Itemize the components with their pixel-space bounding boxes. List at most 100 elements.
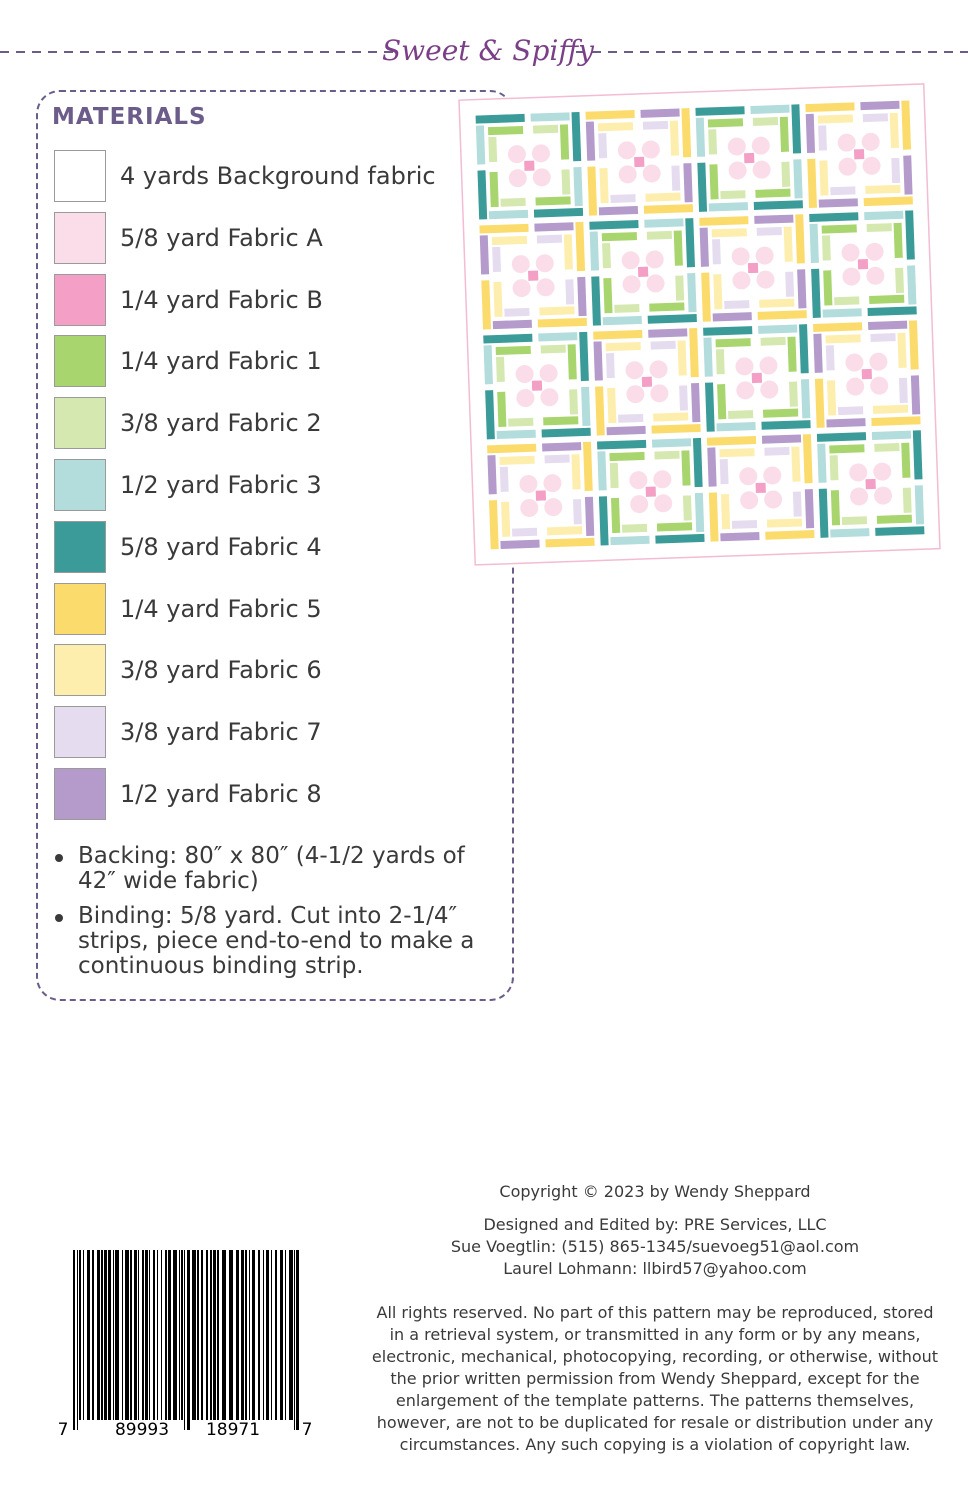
quilt-strip <box>597 439 647 450</box>
quilt-strip <box>837 406 864 416</box>
quilt-strip <box>642 120 669 130</box>
quilt-unit <box>585 110 636 161</box>
quilt-strip <box>602 242 611 269</box>
quilt-strip <box>705 382 715 432</box>
quilt-unit <box>481 279 532 330</box>
quilt-strip <box>805 113 816 154</box>
quilt-flower <box>842 267 861 286</box>
quilt-strip <box>565 279 575 305</box>
barcode-bar <box>161 1250 162 1420</box>
material-label: 1/2 yard Fabric 3 <box>120 471 322 499</box>
quilt-strip <box>648 328 688 338</box>
quilt <box>458 83 941 566</box>
quilt-strip <box>577 276 587 317</box>
quilt-flower <box>520 498 539 517</box>
quilt-strip <box>647 314 697 324</box>
quilt-strip <box>651 438 692 448</box>
quilt-flower <box>536 278 555 297</box>
quilt-flower <box>511 255 530 274</box>
quilt-flower <box>540 388 559 407</box>
quilt-strip <box>711 228 747 238</box>
quilt-strip <box>644 218 684 228</box>
quilt-strip <box>492 319 532 330</box>
barcode-bar <box>294 1250 295 1430</box>
quilt-strip <box>610 497 621 534</box>
quilt-strip <box>483 333 533 344</box>
quilt-strip <box>559 124 570 160</box>
quilt-strip <box>701 272 711 322</box>
quilt-strip <box>656 522 693 532</box>
quilt-flower <box>764 490 783 509</box>
quilt-strip <box>646 230 672 240</box>
quilt-strip <box>891 157 901 184</box>
quilt-strip <box>567 344 577 380</box>
material-label: 3/8 yard Fabric 2 <box>120 409 322 438</box>
material-label: 1/4 yard Fabric 1 <box>120 347 322 376</box>
quilt-strip <box>609 462 619 489</box>
quilt-strip <box>610 194 636 203</box>
quilt-strip <box>601 232 637 242</box>
quilt-strip <box>699 216 749 226</box>
quilt-unit <box>534 221 586 273</box>
quilt-strip <box>792 491 802 517</box>
quilt-flower <box>630 495 649 514</box>
quilt-flower <box>654 494 673 513</box>
quilt-unit <box>756 269 807 320</box>
quilt-unit <box>870 375 921 426</box>
quilt-strip <box>487 125 524 136</box>
quilt-center <box>535 490 547 501</box>
quilt-center <box>641 376 653 387</box>
quilt-strip <box>871 430 912 440</box>
quilt-flower <box>870 376 889 395</box>
quilt-strip <box>541 427 591 438</box>
barcode-bar <box>145 1250 148 1420</box>
quilt-strip <box>491 235 528 246</box>
barcode-bar <box>73 1250 75 1430</box>
barcode-bar <box>134 1250 137 1420</box>
quilt-flower <box>838 157 857 176</box>
barcode-bar <box>222 1250 226 1420</box>
barcode-digits: 89993 <box>115 1420 169 1440</box>
quilt-flower <box>763 466 782 485</box>
quilt-strip <box>689 327 699 378</box>
quilt-flower <box>646 274 665 293</box>
quilt-flower <box>874 486 893 505</box>
material-label: 5/8 yard Fabric 4 <box>120 532 322 561</box>
quilt-unit <box>477 169 529 220</box>
barcode-bar <box>142 1250 144 1420</box>
quilt-strip <box>728 410 754 419</box>
quilt-strip <box>787 336 797 372</box>
quilt-strip <box>488 136 498 163</box>
barcode-bar <box>187 1250 190 1430</box>
quilt-unit <box>866 265 917 317</box>
quilt-unit <box>483 333 534 385</box>
quilt-unit <box>699 216 750 267</box>
quilt-flower <box>642 164 661 183</box>
quilt-flower <box>846 377 865 396</box>
quilt-strip <box>598 205 639 216</box>
material-label: 1/4 yard Fabric 5 <box>120 594 322 623</box>
quilt-strip <box>841 516 868 526</box>
quilt-strip <box>587 166 598 216</box>
quilt-strip <box>901 442 911 478</box>
quilt-unit <box>530 111 582 163</box>
quilt-flower <box>837 133 856 152</box>
quilt-strip <box>579 331 589 382</box>
quilt-flower <box>512 279 531 298</box>
quilt-center <box>645 486 656 497</box>
quilt-strip <box>538 332 578 342</box>
quilt-strip <box>898 377 908 403</box>
quilt-unit <box>532 166 584 218</box>
quilt-flower <box>731 247 750 266</box>
quilt-strip <box>802 434 813 484</box>
rights-line: the prior written permission from Wendy … <box>390 1369 920 1388</box>
quilt-center <box>637 266 649 278</box>
quilt-strip <box>706 436 757 446</box>
quilt-unit <box>814 377 866 428</box>
quilt-unit <box>651 437 703 489</box>
barcode-bar <box>285 1250 286 1420</box>
quilt-strip <box>546 526 583 536</box>
quilt-flower <box>649 360 668 379</box>
quilt-strip <box>504 307 530 317</box>
quilt-strip <box>569 389 579 415</box>
